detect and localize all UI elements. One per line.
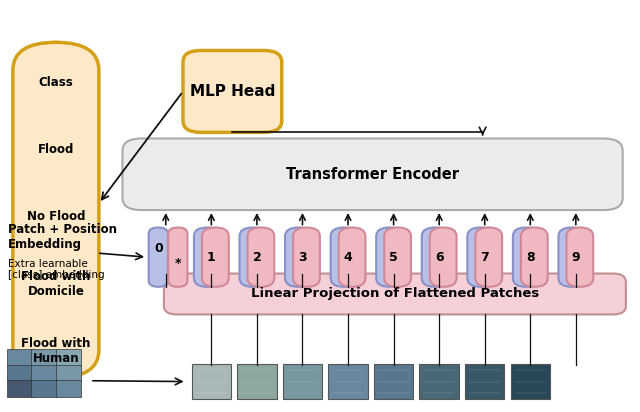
FancyBboxPatch shape xyxy=(293,227,320,287)
FancyBboxPatch shape xyxy=(191,364,231,399)
FancyBboxPatch shape xyxy=(476,227,502,287)
Text: No Flood: No Flood xyxy=(27,210,85,223)
FancyBboxPatch shape xyxy=(521,227,548,287)
FancyBboxPatch shape xyxy=(376,227,403,287)
FancyBboxPatch shape xyxy=(374,364,413,399)
FancyBboxPatch shape xyxy=(237,364,276,399)
FancyBboxPatch shape xyxy=(513,227,540,287)
FancyBboxPatch shape xyxy=(430,227,456,287)
Text: 9: 9 xyxy=(572,250,580,264)
Text: 5: 5 xyxy=(389,250,398,264)
FancyBboxPatch shape xyxy=(419,364,459,399)
FancyBboxPatch shape xyxy=(56,380,81,397)
Text: Extra learnable
[class] embedding: Extra learnable [class] embedding xyxy=(8,259,104,280)
FancyBboxPatch shape xyxy=(7,349,33,365)
FancyBboxPatch shape xyxy=(122,138,623,210)
Text: Flood: Flood xyxy=(38,143,74,156)
FancyBboxPatch shape xyxy=(566,227,593,287)
Text: 4: 4 xyxy=(344,250,353,264)
FancyBboxPatch shape xyxy=(511,364,550,399)
FancyBboxPatch shape xyxy=(422,227,449,287)
FancyBboxPatch shape xyxy=(384,227,411,287)
Text: Linear Projection of Flattened Patches: Linear Projection of Flattened Patches xyxy=(251,288,539,300)
FancyBboxPatch shape xyxy=(56,349,81,365)
Text: Transformer Encoder: Transformer Encoder xyxy=(286,167,459,182)
Text: 0: 0 xyxy=(154,242,163,255)
Text: Class: Class xyxy=(38,76,73,89)
Text: Flood with
Human: Flood with Human xyxy=(21,337,90,365)
Text: 7: 7 xyxy=(481,250,489,264)
FancyBboxPatch shape xyxy=(331,227,357,287)
FancyBboxPatch shape xyxy=(31,365,57,381)
FancyBboxPatch shape xyxy=(465,364,504,399)
FancyBboxPatch shape xyxy=(31,380,57,397)
FancyBboxPatch shape xyxy=(7,365,33,381)
FancyBboxPatch shape xyxy=(248,227,275,287)
FancyBboxPatch shape xyxy=(183,51,282,132)
FancyBboxPatch shape xyxy=(7,380,33,397)
Text: 8: 8 xyxy=(526,250,534,264)
Text: Flood with
Domicile: Flood with Domicile xyxy=(21,270,90,298)
FancyBboxPatch shape xyxy=(31,349,57,365)
FancyBboxPatch shape xyxy=(56,365,81,381)
Text: MLP Head: MLP Head xyxy=(189,84,275,99)
FancyBboxPatch shape xyxy=(339,227,365,287)
FancyBboxPatch shape xyxy=(467,227,494,287)
FancyBboxPatch shape xyxy=(559,227,585,287)
Text: 6: 6 xyxy=(435,250,444,264)
FancyBboxPatch shape xyxy=(239,227,266,287)
Text: 1: 1 xyxy=(207,250,216,264)
Text: Patch + Position
Embedding: Patch + Position Embedding xyxy=(8,223,116,250)
FancyBboxPatch shape xyxy=(202,227,228,287)
FancyBboxPatch shape xyxy=(194,227,221,287)
FancyBboxPatch shape xyxy=(328,364,368,399)
Text: 2: 2 xyxy=(253,250,261,264)
FancyBboxPatch shape xyxy=(164,274,626,314)
FancyBboxPatch shape xyxy=(13,42,99,378)
FancyBboxPatch shape xyxy=(285,227,312,287)
Text: 3: 3 xyxy=(298,250,307,264)
Text: *: * xyxy=(175,257,181,269)
FancyBboxPatch shape xyxy=(168,227,188,287)
FancyBboxPatch shape xyxy=(148,227,168,287)
FancyBboxPatch shape xyxy=(283,364,322,399)
